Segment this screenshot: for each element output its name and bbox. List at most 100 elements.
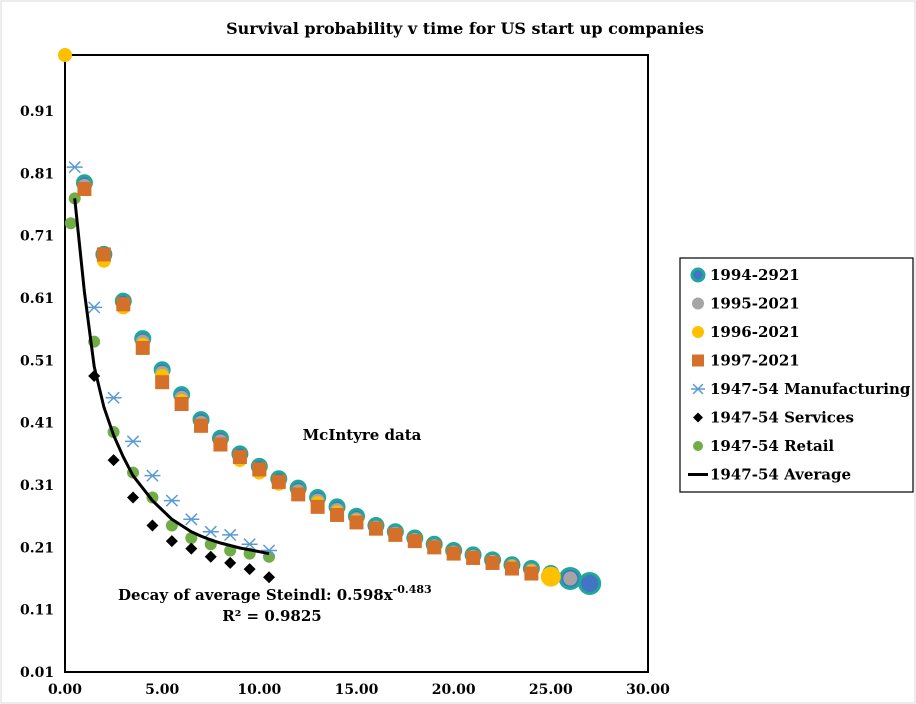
marker-diamond (165, 535, 178, 548)
marker-square-orange (291, 487, 306, 502)
x-tick-label: 10.00 (237, 682, 281, 698)
legend-item: 1995-2021 (692, 295, 800, 313)
r-squared-annotation: R² = 0.9825 (222, 607, 321, 625)
marker-square-orange (252, 462, 267, 477)
marker-square-orange (135, 340, 150, 355)
annotations: McIntyre data Decay of average Steindl: … (118, 426, 432, 625)
x-tick-label: 20.00 (432, 682, 476, 698)
x-tick-label: 5.00 (145, 682, 179, 698)
legend-item: 1947-54 Services (693, 409, 854, 427)
marker-square-orange (388, 527, 403, 542)
y-tick-label: 0.91 (20, 104, 54, 120)
mcintyre-annotation: McIntyre data (303, 426, 422, 444)
marker-square-orange (174, 397, 189, 412)
legend-label: 1947-54 Average (710, 466, 851, 484)
marker-star (66, 161, 83, 174)
marker-square-orange (368, 521, 383, 536)
marker-square-orange (524, 566, 539, 581)
marker-circle-green (185, 532, 198, 545)
marker-square-orange (116, 297, 131, 312)
legend-label: 1947-54 Retail (710, 437, 834, 455)
data-marks (58, 48, 602, 596)
legend-item: 1996-2021 (692, 323, 800, 341)
marker-circle-teal (690, 267, 706, 283)
marker-circle-grey (563, 571, 578, 586)
y-tick-label: 0.21 (20, 540, 54, 556)
marker-star (144, 469, 161, 482)
legend-label: 1947-54 Services (710, 409, 854, 427)
decay-annotation-exponent: -0.483 (393, 583, 432, 596)
marker-square-orange (349, 515, 364, 530)
y-tick-label: 0.11 (20, 603, 54, 619)
marker-square-orange (271, 474, 286, 489)
marker-diamond (693, 412, 703, 423)
y-tick-label: 0.71 (20, 229, 54, 245)
legend-item: 1947-54 Average (688, 466, 851, 484)
legend-items: 1994-2921 1995-2021 1996-2021 1997-2021 1947… (688, 266, 911, 484)
marker-star (222, 528, 239, 542)
legend-item: 1947-54 Retail (693, 437, 834, 455)
y-tick-label: 0.61 (20, 291, 54, 307)
decay-annotation-prefix: Decay of average Steindl: 0.598x (118, 586, 394, 604)
marker-square-orange (155, 375, 170, 390)
series-4 (66, 161, 278, 557)
marker-diamond (146, 519, 159, 532)
chart-title: Survival probability v time for US start… (226, 19, 704, 38)
marker-square-orange (427, 540, 442, 555)
legend-label: 1947-54 Manufacturing (710, 380, 911, 398)
marker-square-orange (96, 247, 111, 262)
marker-square-orange (232, 449, 247, 464)
legend-item: 1994-2921 (690, 266, 800, 284)
marker-square-orange (77, 181, 92, 196)
marker-circle-green (693, 441, 703, 451)
marker-star (105, 391, 122, 404)
legend-item: 1997-2021 (692, 352, 800, 370)
marker-circle-gold (58, 48, 72, 62)
series-3 (77, 181, 539, 581)
marker-star (163, 494, 180, 507)
marker-circle-grey (692, 297, 704, 310)
marker-square-orange (310, 499, 325, 514)
marker-circle-teal (578, 572, 602, 596)
marker-square-orange (446, 546, 461, 561)
marker-diamond (204, 550, 217, 563)
x-tick-label: 25.00 (529, 682, 573, 698)
marker-square-orange (466, 550, 481, 565)
marker-diamond (224, 556, 237, 569)
marker-square-orange (692, 354, 704, 367)
marker-star (86, 301, 103, 314)
marker-circle-gold (692, 326, 704, 338)
y-tick-label: 0.81 (20, 166, 54, 182)
marker-square-orange (485, 555, 500, 570)
marker-circle-gold (540, 566, 561, 587)
legend-label: 1995-2021 (710, 295, 800, 313)
legend-box (679, 257, 914, 493)
x-tick-label: 30.00 (626, 682, 670, 698)
marker-diamond (263, 571, 276, 584)
marker-diamond (243, 563, 256, 576)
legend-label: 1994-2921 (710, 266, 800, 284)
marker-star (183, 513, 200, 526)
legend-label: 1996-2021 (710, 323, 800, 341)
x-tick-label: 0.00 (48, 682, 82, 698)
average-trend-line (73, 198, 270, 556)
marker-square-orange (213, 437, 228, 452)
series-5 (88, 369, 276, 584)
marker-square-orange (330, 507, 345, 522)
legend-item: 1947-54 Manufacturing (691, 380, 911, 398)
marker-diamond (107, 454, 120, 467)
marker-circle-green (64, 217, 77, 230)
axes: 0.01 0.11 0.21 0.31 0.41 0.51 0.61 0.71 0.81 0.91… (20, 104, 670, 698)
decay-annotation: Decay of average Steindl: 0.598x-0.483 (118, 583, 432, 604)
plot-area-frame (64, 54, 649, 673)
marker-diamond (127, 491, 140, 504)
marker-star (125, 435, 142, 448)
x-tick-label: 15.00 (335, 682, 379, 698)
marker-diamond (185, 542, 198, 555)
y-tick-label: 0.01 (20, 665, 54, 681)
legend: 1994-2921 1995-2021 1996-2021 1997-2021 1947… (679, 257, 914, 493)
legend-label: 1997-2021 (710, 352, 800, 370)
marker-star (691, 383, 705, 395)
